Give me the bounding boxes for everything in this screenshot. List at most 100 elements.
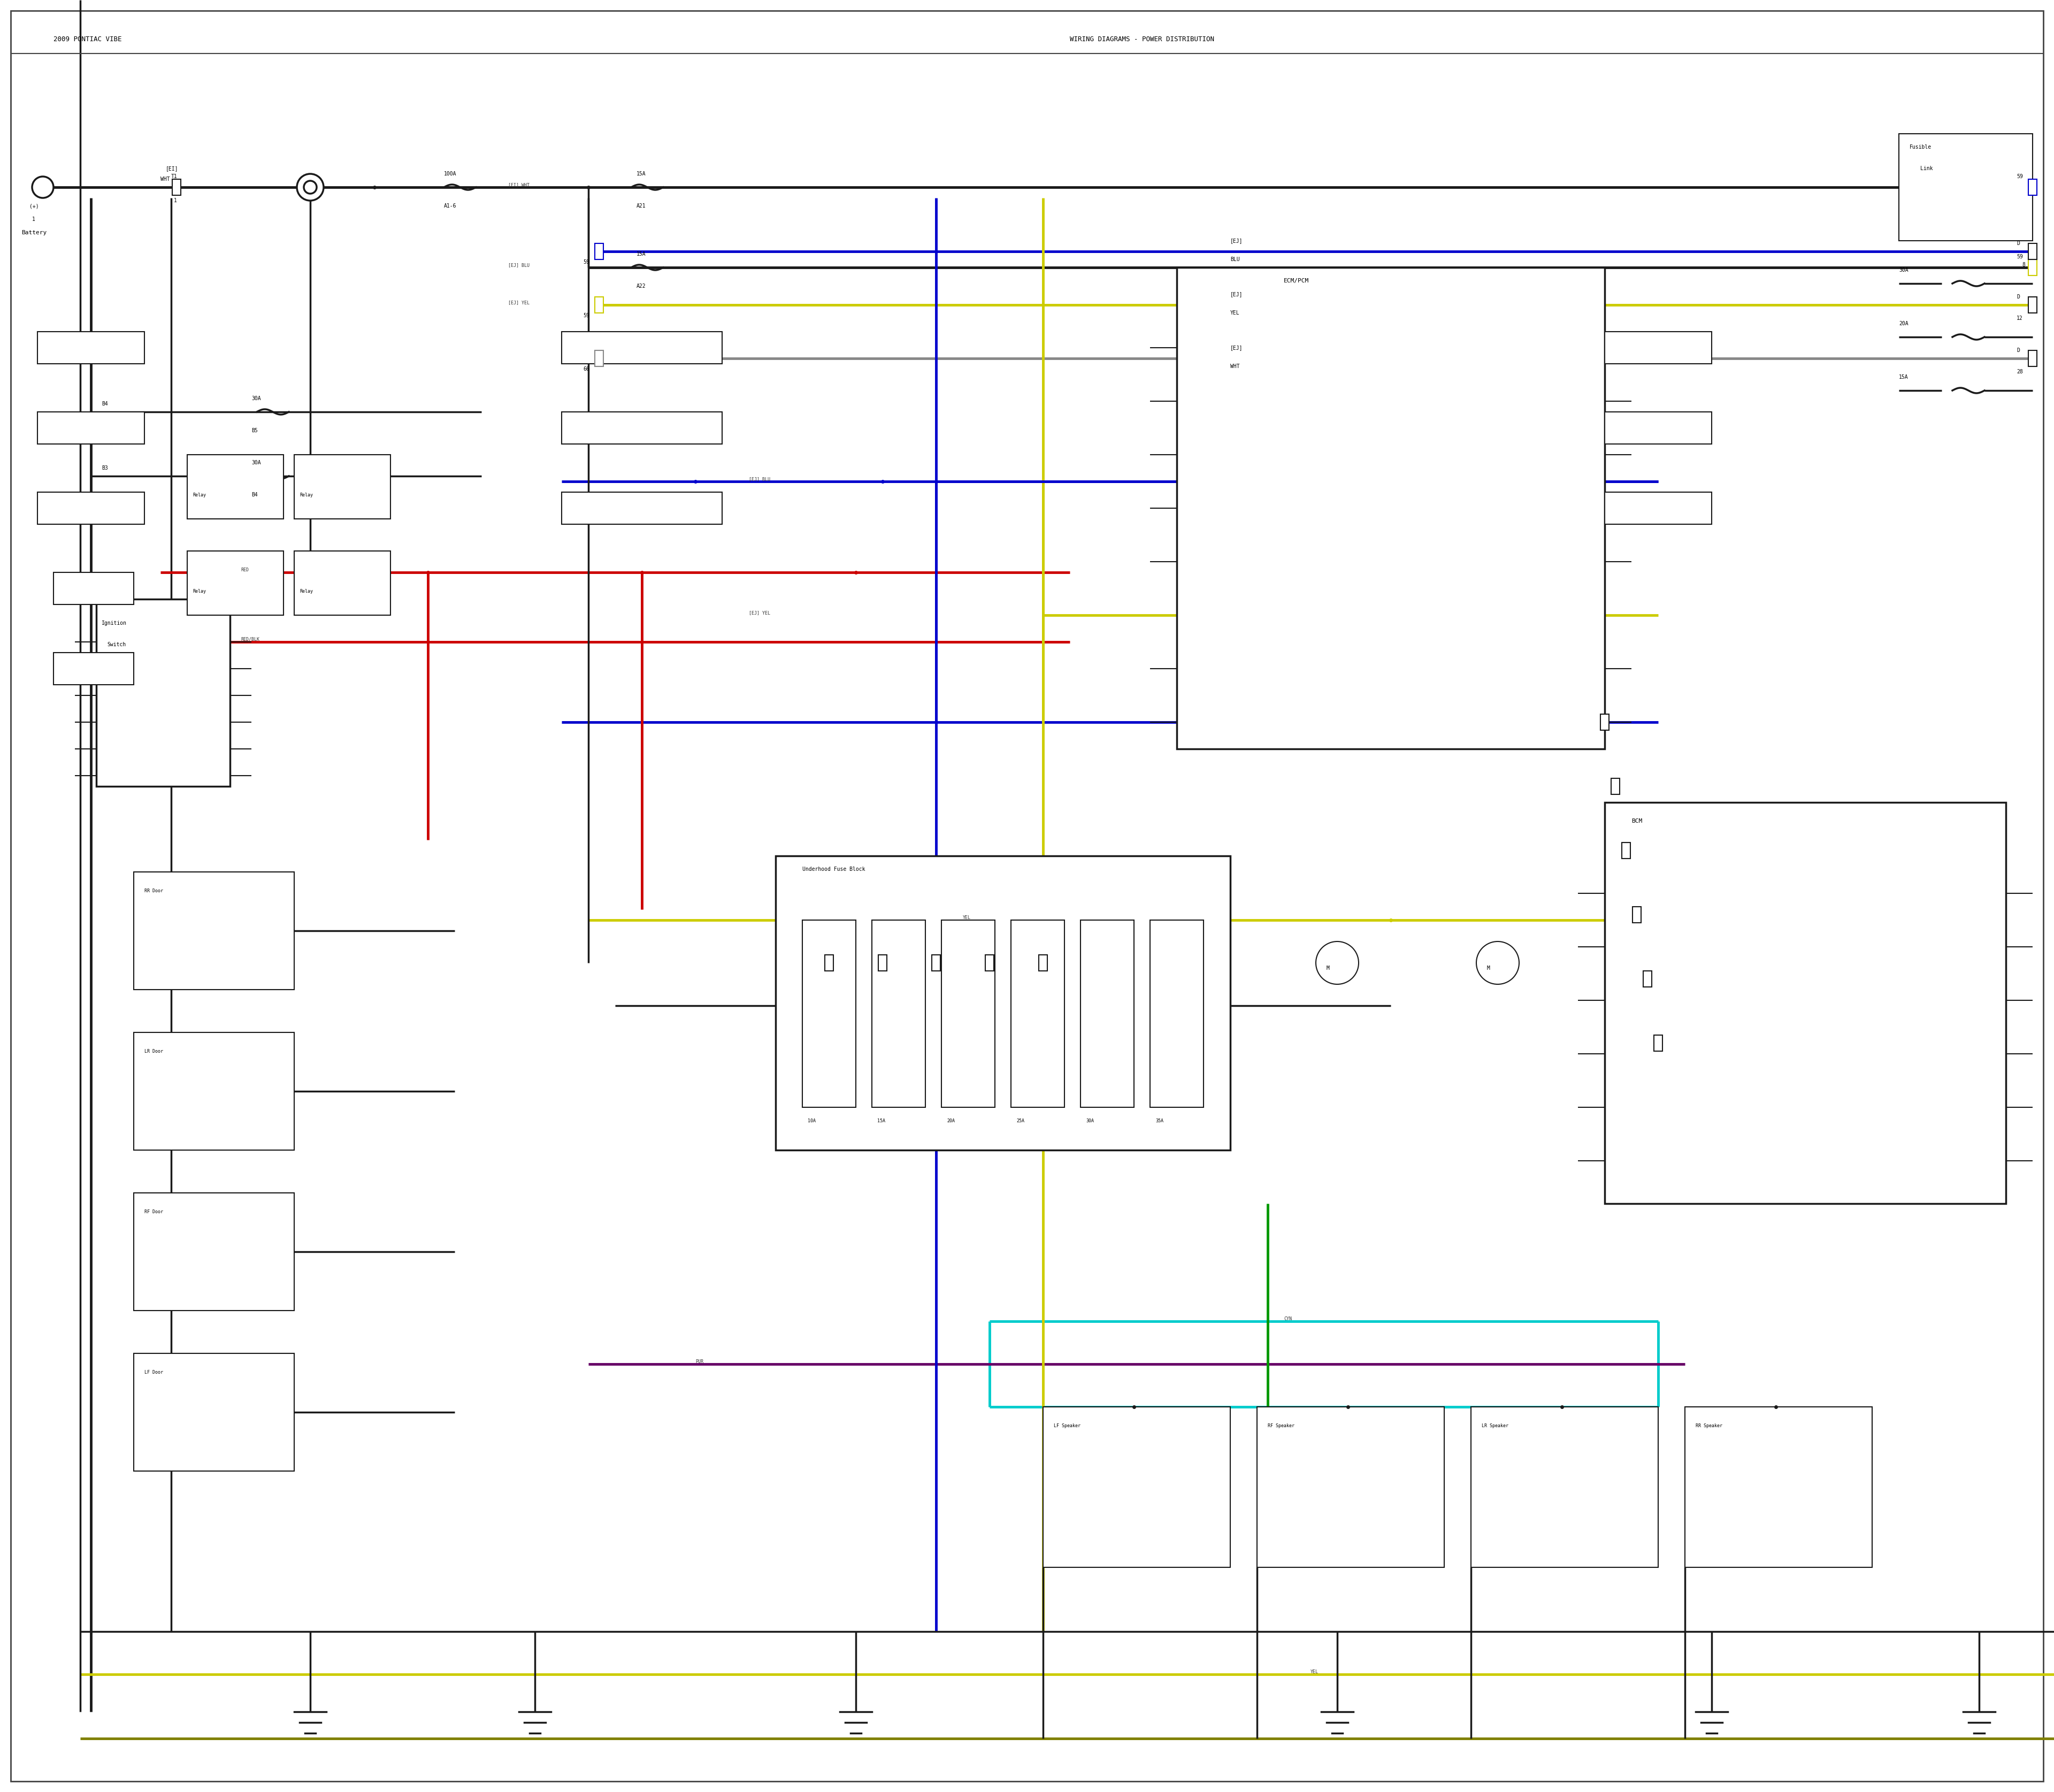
Bar: [596, 351, 604, 366]
Bar: [53, 652, 134, 685]
Bar: [2027, 297, 2038, 314]
Bar: [1043, 1407, 1230, 1568]
Bar: [986, 955, 994, 971]
Bar: [37, 412, 144, 444]
Bar: [1150, 919, 1204, 1107]
Bar: [596, 297, 604, 314]
Bar: [826, 955, 834, 971]
Text: YEL: YEL: [1230, 310, 1241, 315]
Text: PUR: PUR: [696, 1360, 702, 1364]
Bar: [294, 550, 390, 615]
Text: RF Speaker: RF Speaker: [1267, 1423, 1294, 1428]
Text: WHT: WHT: [1230, 364, 1241, 369]
Text: 59: 59: [2017, 174, 2023, 179]
Text: [EJ] BLU: [EJ] BLU: [750, 477, 770, 482]
Text: 15A: 15A: [877, 1118, 885, 1124]
Bar: [871, 919, 926, 1107]
Text: 100A: 100A: [444, 172, 456, 177]
Text: 30A: 30A: [1898, 267, 1908, 272]
Circle shape: [304, 181, 316, 194]
Bar: [1610, 778, 1621, 794]
Text: LR Speaker: LR Speaker: [1481, 1423, 1508, 1428]
Text: 59: 59: [583, 260, 589, 265]
Text: 15A: 15A: [637, 251, 645, 256]
Bar: [2027, 351, 2038, 366]
Text: RED/BLK: RED/BLK: [240, 638, 259, 642]
Text: A21: A21: [637, 202, 645, 208]
Text: [EJ] BLU: [EJ] BLU: [507, 263, 530, 267]
Bar: [561, 493, 723, 525]
Text: 1: 1: [175, 197, 177, 202]
Bar: [1684, 1407, 1871, 1568]
Bar: [2027, 244, 2038, 260]
Text: [EJ]: [EJ]: [1230, 292, 1243, 297]
Bar: [803, 919, 857, 1107]
Text: YEL: YEL: [1310, 1670, 1319, 1674]
Text: B4: B4: [101, 401, 109, 407]
Bar: [134, 873, 294, 989]
Text: 59: 59: [583, 314, 589, 319]
Bar: [1604, 412, 1711, 444]
Text: 20A: 20A: [1898, 321, 1908, 326]
Bar: [561, 412, 723, 444]
Bar: [53, 572, 134, 604]
Text: RR Door: RR Door: [144, 889, 162, 894]
Text: T1: T1: [170, 174, 177, 179]
Circle shape: [1477, 941, 1520, 984]
Text: 30A: 30A: [1087, 1118, 1095, 1124]
Text: WHT: WHT: [160, 177, 170, 181]
Bar: [776, 857, 1230, 1150]
Text: WIRING DIAGRAMS - POWER DISTRIBUTION: WIRING DIAGRAMS - POWER DISTRIBUTION: [1070, 36, 1214, 43]
Text: D: D: [2017, 348, 2019, 353]
Bar: [1080, 919, 1134, 1107]
Text: [EJ] YEL: [EJ] YEL: [750, 611, 770, 615]
Text: Relay: Relay: [193, 493, 205, 498]
Bar: [187, 550, 283, 615]
Text: Underhood Fuse Block: Underhood Fuse Block: [803, 867, 865, 873]
Bar: [173, 179, 181, 195]
Bar: [879, 955, 887, 971]
Circle shape: [33, 177, 53, 197]
Text: A1-6: A1-6: [444, 202, 456, 208]
Text: [EI]: [EI]: [166, 167, 179, 172]
Bar: [1643, 971, 1651, 987]
Bar: [134, 1353, 294, 1471]
Text: B4: B4: [251, 493, 257, 498]
Text: Switch: Switch: [107, 642, 125, 647]
Bar: [933, 955, 941, 971]
Text: 15A: 15A: [637, 172, 645, 177]
Text: ECM/PCM: ECM/PCM: [1284, 278, 1308, 283]
Text: BLU: BLU: [1230, 256, 1241, 262]
Text: Ignition: Ignition: [101, 620, 127, 625]
Bar: [2027, 179, 2038, 195]
Bar: [596, 244, 604, 260]
Text: 1: 1: [33, 217, 35, 222]
Bar: [1604, 803, 2007, 1204]
Text: 8: 8: [2021, 262, 2025, 267]
Text: 20A: 20A: [947, 1118, 955, 1124]
Circle shape: [1317, 941, 1358, 984]
Text: [EJ]: [EJ]: [1230, 346, 1243, 351]
Bar: [134, 1193, 294, 1310]
Bar: [1039, 955, 1048, 971]
Bar: [1633, 907, 1641, 923]
Text: B3: B3: [101, 466, 109, 471]
Text: RF Door: RF Door: [144, 1210, 162, 1215]
Bar: [1898, 134, 2033, 240]
Text: [EI] WHT: [EI] WHT: [507, 183, 530, 186]
Text: 66: 66: [583, 366, 589, 371]
Circle shape: [298, 174, 325, 201]
Bar: [37, 332, 144, 364]
Text: B5: B5: [251, 428, 257, 434]
Text: 35A: 35A: [1154, 1118, 1163, 1124]
Bar: [1600, 715, 1608, 729]
Bar: [1177, 267, 1604, 749]
Bar: [1604, 332, 1711, 364]
Bar: [1011, 919, 1064, 1107]
Text: RR Speaker: RR Speaker: [1697, 1423, 1723, 1428]
Text: RED: RED: [240, 568, 249, 572]
Text: A22: A22: [637, 283, 645, 289]
Bar: [1257, 1407, 1444, 1568]
Text: 2009 PONTIAC VIBE: 2009 PONTIAC VIBE: [53, 36, 121, 43]
Text: 25A: 25A: [1017, 1118, 1025, 1124]
